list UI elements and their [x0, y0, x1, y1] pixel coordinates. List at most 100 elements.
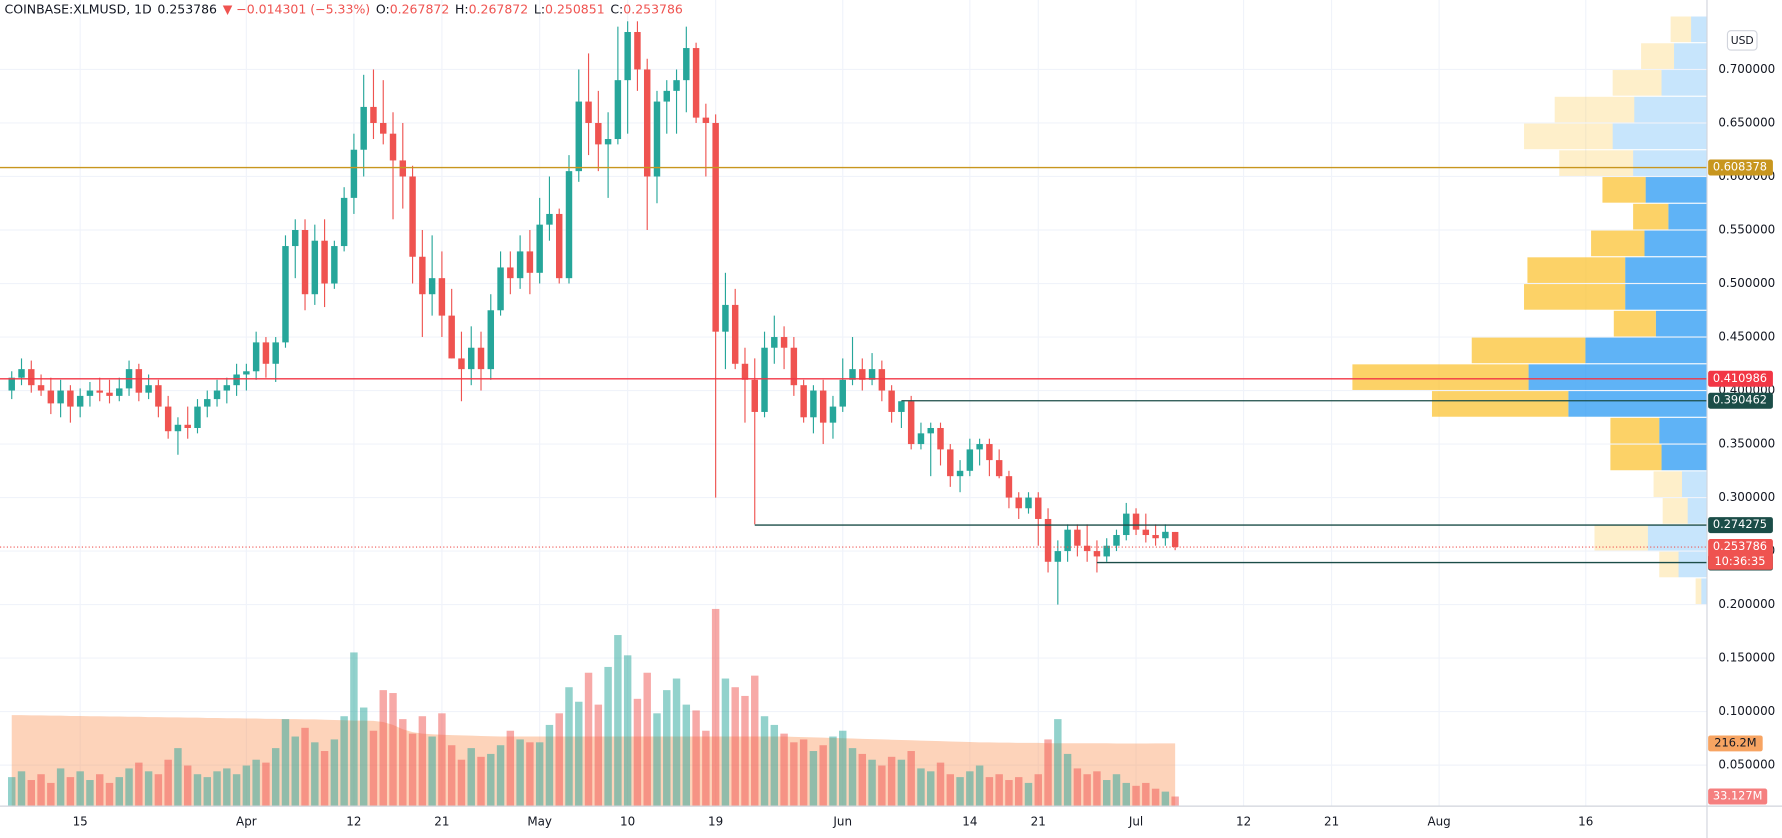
volume-bar: [487, 753, 495, 807]
y-tick-label: 0.550000: [1718, 222, 1775, 236]
candle-body: [810, 390, 817, 418]
candle-body: [653, 101, 661, 177]
x-tick-label: May: [527, 815, 552, 829]
volume-bar: [506, 730, 515, 807]
candle-body: [565, 171, 573, 279]
volume-bar: [516, 739, 524, 807]
profile-up: [1612, 123, 1707, 150]
volume-bar: [966, 771, 974, 807]
volume-bar: [496, 745, 505, 807]
x-tick-label: 16: [1578, 815, 1593, 829]
profile-down: [1431, 391, 1569, 417]
profile-up: [1701, 578, 1707, 605]
profile-down: [1524, 284, 1626, 310]
ohlc-value: 0.250851: [545, 2, 605, 17]
candle-body: [507, 267, 514, 279]
candle-body: [468, 347, 475, 370]
x-tick-label: 12: [346, 815, 361, 829]
volume-bar: [213, 771, 221, 807]
candle-body: [575, 101, 583, 172]
volume-bar: [848, 748, 857, 807]
candle-body: [8, 377, 15, 391]
candle-body: [67, 390, 74, 407]
volume-bar: [96, 774, 104, 807]
levels: [0, 166, 1707, 564]
volume-bar: [526, 742, 534, 807]
volume-bar: [340, 716, 348, 807]
volume-bar: [203, 777, 211, 807]
level-label: 0.608378: [1713, 160, 1767, 174]
profile-down: [1591, 230, 1645, 257]
candle-body: [37, 385, 45, 391]
x-tick-label: 21: [1031, 815, 1046, 829]
volume-bar: [799, 739, 808, 807]
volume-bar: [86, 780, 94, 807]
candle-body: [164, 406, 172, 432]
profile-down: [1613, 310, 1656, 337]
candle-body: [18, 369, 25, 378]
volume-bar: [193, 774, 202, 807]
candle-body: [301, 229, 309, 295]
volume-bar: [790, 742, 798, 807]
profile-down: [1633, 203, 1669, 230]
level-label-bg: [1708, 392, 1773, 409]
level-label: 0.390462: [1713, 393, 1767, 407]
candle-body: [1123, 513, 1130, 536]
profile-down: [1594, 524, 1648, 551]
symbol: COINBASE:XLMUSD, 1D: [5, 2, 152, 17]
candle-body: [516, 251, 524, 279]
candle-body: [243, 371, 250, 375]
y-tick-label: 0.150000: [1718, 651, 1775, 665]
candle-body: [96, 390, 103, 393]
profile-up: [1655, 310, 1707, 337]
volume-bar: [936, 762, 945, 807]
currency-button[interactable]: [1726, 30, 1758, 51]
volume-pane: [8, 608, 1179, 807]
profile-up: [1681, 471, 1707, 497]
candle-body: [1083, 545, 1091, 552]
ohlc-label: H:: [455, 2, 469, 17]
candle-body: [252, 342, 260, 372]
profile-down: [1554, 96, 1635, 123]
volume-bar: [271, 748, 280, 807]
candle-body: [28, 369, 35, 386]
volume-bar: [1142, 782, 1150, 807]
candle-body: [780, 337, 788, 348]
candle-body: [135, 369, 143, 393]
volume-bar: [262, 762, 270, 807]
candle-body: [800, 385, 807, 418]
candle-body: [819, 390, 827, 423]
candle-body: [1025, 497, 1032, 509]
level-label-bg: [1708, 370, 1773, 387]
volume-bar: [643, 672, 651, 807]
profile-up: [1691, 16, 1707, 43]
candle-body: [741, 363, 749, 380]
volume-bar: [291, 736, 299, 807]
candle-body: [1171, 531, 1179, 548]
profile-up: [1585, 337, 1707, 364]
volume-bar: [242, 765, 251, 807]
x-tick-label: 15: [73, 815, 88, 829]
volume-bar: [535, 742, 544, 807]
volume-bar: [389, 693, 397, 807]
y-tick-label: 0.350000: [1718, 437, 1775, 451]
x-tick-label: 12: [1236, 815, 1251, 829]
currency-label[interactable]: USD: [1731, 34, 1754, 47]
volume-bar: [858, 753, 867, 807]
x-tick-label: Aug: [1427, 815, 1450, 829]
candle-body: [526, 251, 534, 273]
volume-bar: [829, 736, 837, 807]
volume-bar: [1112, 774, 1121, 807]
volume-bar: [467, 748, 475, 807]
volume-bar: [780, 733, 788, 807]
candle-body: [995, 460, 1003, 477]
profile-up: [1633, 150, 1707, 176]
profile-up: [1668, 203, 1707, 230]
candle-body: [673, 80, 680, 91]
y-tick-label: 0.300000: [1718, 490, 1775, 504]
profile-up: [1659, 417, 1707, 444]
candle-body: [712, 122, 719, 332]
profile-down: [1659, 551, 1679, 578]
candle-body: [321, 240, 328, 284]
volume-profile: [1352, 16, 1707, 605]
